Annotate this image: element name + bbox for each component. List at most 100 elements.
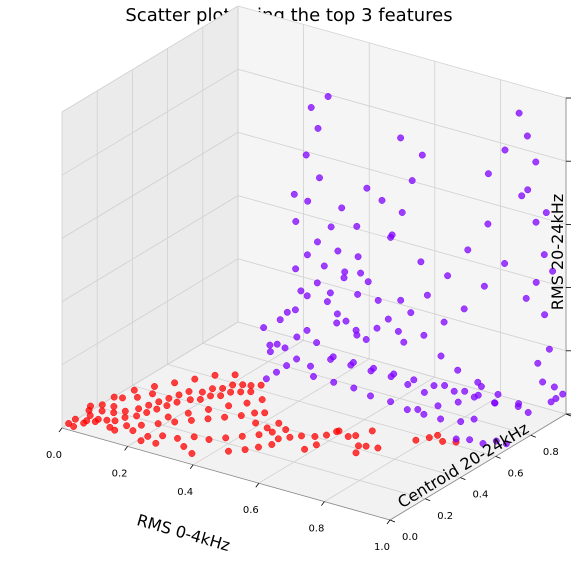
data-point xyxy=(540,251,548,259)
data-point xyxy=(452,435,460,443)
data-point xyxy=(292,218,300,225)
data-point xyxy=(137,437,145,445)
data-point xyxy=(352,432,360,440)
x-tick-label: 0.4 xyxy=(177,487,193,498)
data-point xyxy=(145,401,153,409)
data-point xyxy=(307,362,314,370)
grid-line xyxy=(237,321,567,415)
data-point xyxy=(209,385,216,393)
data-point xyxy=(225,402,233,410)
data-point xyxy=(464,246,472,254)
data-point xyxy=(444,272,452,280)
data-point xyxy=(333,319,341,327)
data-point xyxy=(260,324,268,332)
data-point xyxy=(121,413,129,421)
data-point xyxy=(184,409,192,417)
data-point xyxy=(412,436,420,444)
data-point xyxy=(466,436,474,444)
data-point xyxy=(149,390,156,398)
data-point xyxy=(70,423,78,430)
data-point xyxy=(186,396,194,404)
data-point xyxy=(237,412,245,420)
data-point xyxy=(297,287,305,295)
data-point xyxy=(352,449,360,457)
y-tick-mark xyxy=(460,477,466,480)
data-point xyxy=(532,218,540,226)
data-point xyxy=(390,370,398,378)
data-point xyxy=(323,298,331,306)
x-tick-label: 0.0 xyxy=(46,450,62,461)
data-point xyxy=(303,326,311,334)
data-point xyxy=(263,424,271,432)
grid-line xyxy=(61,195,239,302)
data-point xyxy=(523,132,531,140)
data-point xyxy=(251,409,259,417)
grid-line xyxy=(237,195,567,288)
data-point xyxy=(111,417,119,425)
data-point xyxy=(397,296,405,304)
data-point xyxy=(364,278,372,286)
data-point xyxy=(340,274,348,282)
data-point xyxy=(539,378,547,386)
data-point xyxy=(354,253,362,261)
data-point xyxy=(374,296,382,304)
x-tick-mark xyxy=(124,446,128,451)
data-point xyxy=(524,409,532,416)
data-point xyxy=(261,409,269,417)
data-point xyxy=(174,434,181,442)
data-point xyxy=(196,395,204,403)
data-point xyxy=(434,402,442,410)
data-point xyxy=(333,428,341,436)
data-point xyxy=(373,324,381,332)
data-point xyxy=(532,158,540,166)
grid-line xyxy=(132,385,461,478)
left-pane xyxy=(62,6,238,428)
data-point xyxy=(111,426,119,434)
data-point xyxy=(231,371,239,379)
data-point xyxy=(367,392,374,400)
data-point xyxy=(541,311,549,319)
data-point xyxy=(205,406,212,413)
data-point xyxy=(119,394,126,402)
data-point xyxy=(404,381,412,388)
data-point xyxy=(387,398,395,406)
data-point xyxy=(98,407,106,415)
data-point xyxy=(355,442,362,450)
data-point xyxy=(420,331,428,339)
x-axis-label: RMS 0-4kHz xyxy=(135,510,233,555)
data-point xyxy=(153,405,161,413)
data-point xyxy=(314,238,321,246)
data-point xyxy=(276,316,284,324)
data-point xyxy=(286,433,294,441)
data-point xyxy=(494,390,502,398)
data-point xyxy=(268,428,276,436)
data-point xyxy=(479,440,487,447)
data-point xyxy=(515,109,523,117)
data-point xyxy=(229,381,237,389)
z-axis-label: RMS 20-24kHz xyxy=(548,194,567,310)
data-point xyxy=(237,388,245,396)
data-point xyxy=(542,209,550,217)
data-point xyxy=(522,294,530,302)
data-point xyxy=(408,177,416,185)
data-point xyxy=(217,392,225,400)
chart-title: Scatter plot using the top 3 features xyxy=(125,5,453,26)
grid-line xyxy=(61,132,239,239)
data-point xyxy=(524,186,532,194)
data-point xyxy=(302,151,310,159)
data-point xyxy=(98,401,106,409)
data-point xyxy=(349,359,357,366)
data-point xyxy=(255,443,262,451)
data-point xyxy=(241,446,249,454)
data-point xyxy=(394,327,402,335)
data-point xyxy=(191,375,199,383)
y-tick-label: 0.8 xyxy=(543,447,559,458)
data-point xyxy=(129,427,137,435)
data-point xyxy=(137,421,145,429)
data-point xyxy=(350,384,358,392)
data-point xyxy=(354,290,362,298)
data-point xyxy=(155,398,163,406)
data-point xyxy=(152,439,160,447)
data-point xyxy=(338,204,346,212)
